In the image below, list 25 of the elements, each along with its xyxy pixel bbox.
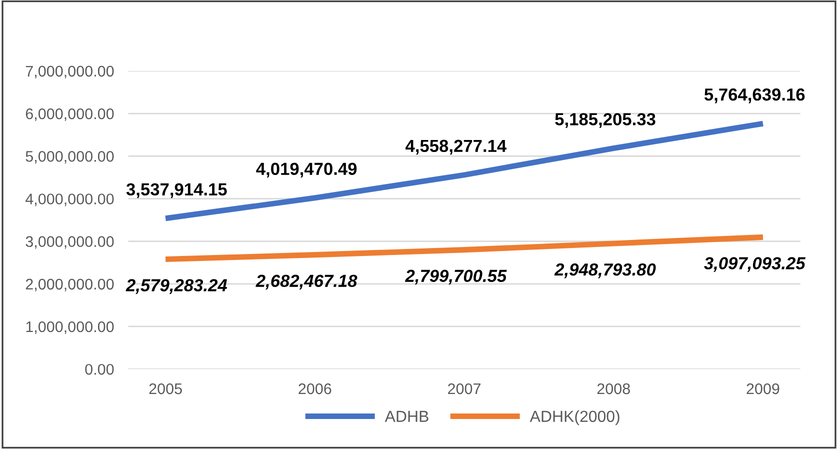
- y-tick-label: 2,000,000.00: [26, 278, 114, 292]
- y-tick-label: 5,000,000.00: [26, 150, 114, 164]
- x-tick-label: 2006: [298, 383, 332, 394]
- data-label: 2,579,283.24: [126, 279, 228, 294]
- x-tick-label: 2007: [448, 383, 480, 394]
- data-label: 3,537,914.15: [126, 183, 227, 198]
- data-label: 5,764,639.16: [704, 88, 805, 104]
- data-label: 2,948,793.80: [554, 263, 656, 278]
- y-tick-label: 6,000,000.00: [26, 108, 114, 122]
- data-label: 2,682,467.18: [256, 274, 358, 290]
- x-tick-label: 2005: [149, 383, 182, 394]
- y-tick-label: 4,000,000.00: [25, 194, 114, 206]
- y-tick-label: 0.00: [85, 364, 114, 375]
- y-tick-label: 3,000,000.00: [26, 236, 114, 249]
- legend-label: ADHB: [384, 410, 428, 422]
- x-tick-label: 2008: [597, 383, 630, 394]
- data-label: 3,097,093.25: [704, 257, 806, 272]
- legend-label: ADHK(2000): [530, 410, 620, 426]
- x-tick-label: 2009: [746, 383, 780, 394]
- data-label: 2,799,700.55: [404, 270, 507, 285]
- data-label: 4,558,277.14: [406, 140, 507, 155]
- y-tick-label: 1,000,000.00: [26, 321, 114, 334]
- data-label: 5,185,205.33: [555, 113, 656, 128]
- y-tick-label: 7,000,000.00: [26, 66, 114, 78]
- data-label: 4,019,470.49: [256, 162, 357, 178]
